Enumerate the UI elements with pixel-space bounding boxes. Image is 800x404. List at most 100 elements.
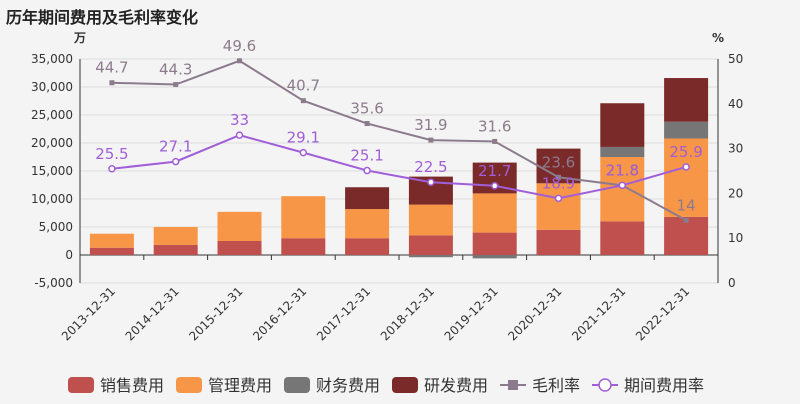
left-tick-label: 0 <box>65 248 73 262</box>
point-期间费用率-2020-12-31 <box>554 194 563 203</box>
point-期间费用率-2019-12-31 <box>490 182 499 190</box>
x-tick-label: 2022-12-31 <box>633 284 692 343</box>
left-tick-label: 20,000 <box>31 136 73 150</box>
left-tick-label: 30,000 <box>31 80 73 94</box>
bar-销售费用-2017-12-31 <box>345 238 390 255</box>
legend-swatch-管理费用 <box>176 377 202 393</box>
x-tick-label: 2013-12-31 <box>59 284 118 343</box>
legend-marker-毛利率 <box>508 380 518 390</box>
data-label-期间费用率: 25.1 <box>350 147 383 165</box>
right-axis-unit: % <box>712 31 724 45</box>
data-label-毛利率: 31.9 <box>414 116 447 134</box>
bar-研发费用-2017-12-31 <box>345 187 390 210</box>
data-label-毛利率: 44.7 <box>95 59 128 77</box>
bar-财务费用-2021-12-31 <box>600 146 645 157</box>
legend-swatch-销售费用 <box>68 377 94 393</box>
bar-管理费用-2014-12-31 <box>153 227 198 245</box>
x-tick-label: 2017-12-31 <box>314 284 373 343</box>
data-label-毛利率: 49.6 <box>223 37 256 55</box>
legend-label: 销售费用 <box>100 376 164 395</box>
point-期间费用率-2021-12-31 <box>618 181 627 190</box>
bar-研发费用-2021-12-31 <box>600 103 645 147</box>
x-tick-label: 2018-12-31 <box>378 284 437 343</box>
data-label-毛利率: 40.7 <box>287 77 320 95</box>
data-label-期间费用率: 25.9 <box>669 143 702 161</box>
right-tick-label: 30 <box>728 142 743 156</box>
point-毛利率-2017-12-31 <box>364 121 370 127</box>
bar-销售费用-2020-12-31 <box>536 229 581 255</box>
bar-研发费用-2022-12-31 <box>664 78 709 122</box>
left-axis-unit: 万 <box>73 31 86 45</box>
data-label-期间费用率: 29.1 <box>287 129 320 147</box>
bar-管理费用-2016-12-31 <box>281 196 326 239</box>
bar-销售费用-2015-12-31 <box>217 241 262 255</box>
data-label-期间费用率: 27.1 <box>159 138 192 156</box>
data-label-期间费用率: 25.5 <box>95 145 128 163</box>
left-tick-label: 15,000 <box>31 164 73 178</box>
bar-销售费用-2019-12-31 <box>472 232 517 255</box>
point-期间费用率-2018-12-31 <box>427 178 435 186</box>
point-毛利率-2022-12-31 <box>683 217 689 223</box>
point-毛利率-2016-12-31 <box>300 98 306 104</box>
point-毛利率-2020-12-31 <box>556 174 561 180</box>
legend-marker-期间费用率 <box>598 378 612 392</box>
line-期间费用率 <box>111 134 687 200</box>
x-tick-label: 2016-12-31 <box>250 284 309 343</box>
left-tick-label: 10,000 <box>31 192 73 206</box>
bar-销售费用-2014-12-31 <box>153 244 198 255</box>
data-label-毛利率: 44.3 <box>159 61 192 79</box>
legend-label: 毛利率 <box>532 376 580 395</box>
point-毛利率-2014-12-31 <box>173 82 179 88</box>
point-期间费用率-2016-12-31 <box>299 148 308 157</box>
bar-销售费用-2018-12-31 <box>408 235 453 255</box>
point-毛利率-2013-12-31 <box>109 80 115 86</box>
point-期间费用率-2013-12-31 <box>108 165 116 173</box>
right-tick-label: 0 <box>728 276 736 290</box>
legend-label: 研发费用 <box>424 376 488 395</box>
legend-label: 管理费用 <box>208 376 272 395</box>
bar-管理费用-2013-12-31 <box>89 233 134 248</box>
point-毛利率-2015-12-31 <box>237 58 242 64</box>
data-label-期间费用率: 21.8 <box>606 161 639 179</box>
point-毛利率-2018-12-31 <box>428 137 434 143</box>
data-label-毛利率: 35.6 <box>350 100 383 118</box>
right-tick-label: 20 <box>728 186 743 200</box>
point-期间费用率-2017-12-31 <box>363 166 371 175</box>
data-label-毛利率: 23.6 <box>542 153 575 171</box>
bar-管理费用-2019-12-31 <box>472 193 517 233</box>
bar-销售费用-2022-12-31 <box>664 216 709 255</box>
data-label-毛利率: 31.6 <box>478 117 511 135</box>
bar-管理费用-2015-12-31 <box>217 211 262 241</box>
right-tick-label: 50 <box>728 52 743 66</box>
x-tick-label: 2020-12-31 <box>505 284 564 343</box>
x-tick-label: 2015-12-31 <box>186 284 245 343</box>
chart-title: 历年期间费用及毛利率变化 <box>6 8 199 27</box>
bar-管理费用-2020-12-31 <box>536 183 581 230</box>
data-label-期间费用率: 21.7 <box>478 162 511 180</box>
bar-销售费用-2021-12-31 <box>600 221 645 255</box>
point-期间费用率-2015-12-31 <box>235 131 244 139</box>
left-tick-label: 35,000 <box>31 52 73 66</box>
bar-销售费用-2013-12-31 <box>89 247 134 255</box>
data-label-毛利率: 21.8 <box>606 161 639 179</box>
data-label-毛利率: 14 <box>677 196 696 214</box>
right-tick-label: 10 <box>728 231 743 245</box>
left-tick-label: -5,000 <box>34 276 73 290</box>
x-tick-label: 2021-12-31 <box>569 284 628 343</box>
line-毛利率 <box>111 59 687 222</box>
left-tick-label: 5,000 <box>39 220 73 234</box>
legend-swatch-研发费用 <box>392 377 418 393</box>
bar-管理费用-2018-12-31 <box>408 204 453 236</box>
x-tick-label: 2014-12-31 <box>123 284 182 343</box>
data-label-期间费用率: 18.9 <box>542 174 575 192</box>
bar-管理费用-2017-12-31 <box>345 209 390 239</box>
right-tick-label: 40 <box>728 97 743 111</box>
point-期间费用率-2022-12-31 <box>682 163 690 171</box>
left-tick-label: 25,000 <box>31 108 73 122</box>
legend-swatch-财务费用 <box>284 377 310 393</box>
point-期间费用率-2014-12-31 <box>171 157 180 166</box>
data-label-期间费用率: 33 <box>230 111 249 129</box>
bar-财务费用-2022-12-31 <box>664 121 709 139</box>
